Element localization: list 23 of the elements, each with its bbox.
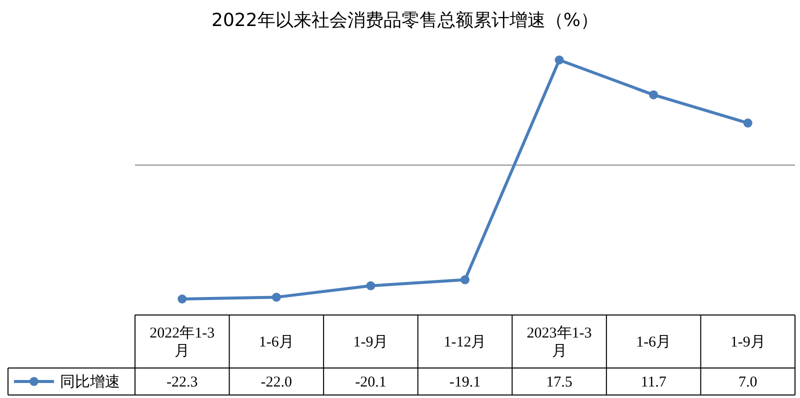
data-label: 17.5 — [546, 374, 572, 390]
x-tick-label: 2022年1-3月 — [150, 324, 215, 360]
data-label: -22.0 — [260, 374, 292, 390]
x-tick-label: 2023年1-3月 — [526, 324, 592, 360]
data-label: -19.1 — [449, 374, 481, 390]
point — [649, 90, 658, 100]
x-tick-label: 1-6月 — [636, 334, 672, 350]
point — [460, 275, 470, 284]
chart-title: 2022年以来社会消费品零售总额累计增速（%） — [212, 10, 598, 31]
legend-label: 同比增速 — [60, 374, 120, 390]
x-tick-label: 1-12月 — [444, 334, 486, 350]
x-tick-label: 1-9月 — [353, 334, 388, 350]
point — [178, 294, 187, 304]
point — [272, 292, 281, 302]
data-label: 11.7 — [640, 374, 667, 390]
point — [743, 118, 752, 128]
point — [554, 56, 564, 64]
point — [366, 281, 376, 290]
x-tick-label: 1-9月 — [730, 334, 766, 350]
data-label: -20.1 — [355, 374, 386, 390]
data-label: 7.0 — [738, 374, 758, 390]
data-label: -22.3 — [166, 374, 198, 390]
x-tick-label: 1-6月 — [258, 334, 294, 350]
